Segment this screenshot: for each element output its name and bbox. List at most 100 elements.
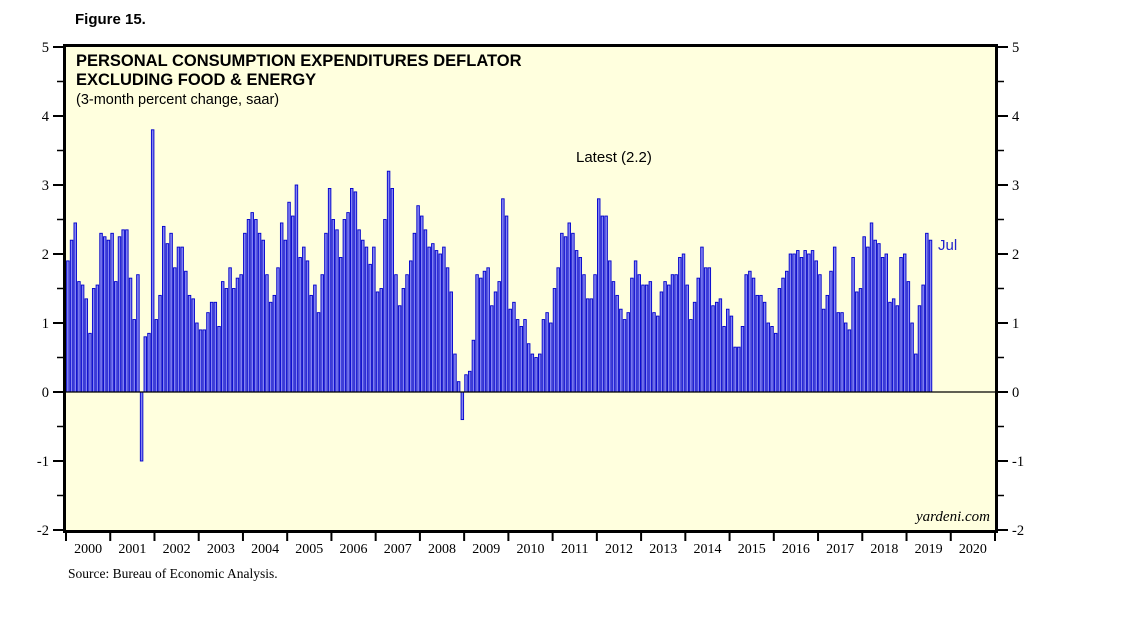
bar: [733, 346, 737, 393]
bar: [751, 277, 756, 393]
bar: [486, 267, 490, 393]
bar: [412, 232, 417, 393]
bar: [659, 291, 664, 393]
bar: [397, 305, 402, 393]
x-axis-year-label: 2014: [693, 542, 721, 557]
bar: [696, 277, 700, 393]
bar: [357, 229, 361, 393]
bar: [685, 284, 689, 393]
bar: [154, 319, 159, 393]
bar: [372, 246, 376, 393]
bar: [781, 277, 785, 393]
bar: [442, 246, 446, 393]
bar: [375, 291, 380, 393]
bar: [431, 243, 435, 393]
bar: [538, 353, 542, 393]
bar: [150, 129, 155, 393]
bar: [158, 294, 162, 393]
bar: [187, 294, 192, 393]
bar: [165, 243, 170, 393]
plot-frame: [63, 44, 998, 533]
bar: [670, 274, 675, 393]
bar: [641, 284, 645, 393]
bar: [114, 281, 118, 393]
bar: [630, 277, 634, 393]
bar: [268, 301, 273, 393]
bar: [748, 270, 752, 393]
bar: [77, 281, 81, 393]
bar: [851, 257, 855, 393]
bar: [117, 236, 122, 393]
bar: [877, 243, 881, 393]
bar: [390, 187, 395, 393]
bar: [327, 187, 332, 393]
bar: [608, 260, 612, 393]
bar: [515, 319, 520, 393]
bar: [622, 319, 627, 393]
bar: [910, 322, 914, 393]
bar: [729, 315, 734, 393]
bar: [619, 308, 623, 393]
bar: [884, 253, 888, 393]
bar: [726, 308, 730, 393]
chart-subtitle: (3-month percent change, saar): [76, 92, 279, 108]
bar: [342, 219, 347, 393]
bar: [722, 326, 726, 393]
bar: [180, 246, 184, 393]
bar: [99, 232, 103, 393]
bar: [206, 312, 210, 393]
bar: [427, 246, 431, 393]
bar: [257, 232, 262, 393]
x-axis-year-label: 2018: [870, 542, 898, 557]
bar: [825, 294, 830, 393]
x-axis-year-label: 2015: [738, 542, 766, 557]
bar: [121, 229, 125, 393]
bar: [810, 250, 815, 393]
bar: [611, 281, 616, 393]
bar: [777, 288, 782, 393]
bar: [501, 198, 505, 393]
bar: [788, 253, 793, 393]
bar: [305, 260, 310, 393]
bar: [66, 260, 70, 393]
bar: [589, 298, 594, 393]
y-axis-label-left: 5: [42, 40, 49, 56]
bar: [309, 294, 313, 393]
bar: [228, 267, 232, 393]
bar: [814, 260, 818, 393]
bar: [633, 260, 638, 393]
bar: [899, 257, 903, 393]
bar: [287, 201, 291, 393]
bar: [243, 232, 247, 393]
bar: [482, 270, 487, 393]
bar: [261, 239, 265, 393]
bar: [796, 250, 800, 393]
bar: [409, 260, 413, 393]
bar: [106, 239, 111, 393]
y-axis-label-right: 1: [1012, 316, 1019, 332]
bar: [770, 326, 774, 393]
bar: [464, 374, 468, 393]
bar: [88, 332, 92, 393]
x-axis-year-label: 2011: [561, 542, 588, 557]
bar: [331, 219, 336, 393]
bar: [766, 322, 771, 393]
bar: [173, 267, 177, 393]
bar: [928, 239, 933, 393]
bar: [217, 326, 221, 393]
bar: [545, 312, 549, 393]
bar: [552, 288, 557, 393]
bar: [803, 250, 807, 393]
bar: [925, 232, 929, 393]
bar: [456, 381, 461, 393]
bar: [740, 326, 745, 393]
y-axis-label-right: 2: [1012, 247, 1019, 263]
bar: [840, 312, 844, 393]
bar: [161, 225, 166, 393]
bar: [648, 281, 653, 393]
bar: [80, 284, 85, 393]
bar: [394, 274, 398, 393]
bar: [416, 205, 420, 393]
bar: [445, 267, 450, 393]
